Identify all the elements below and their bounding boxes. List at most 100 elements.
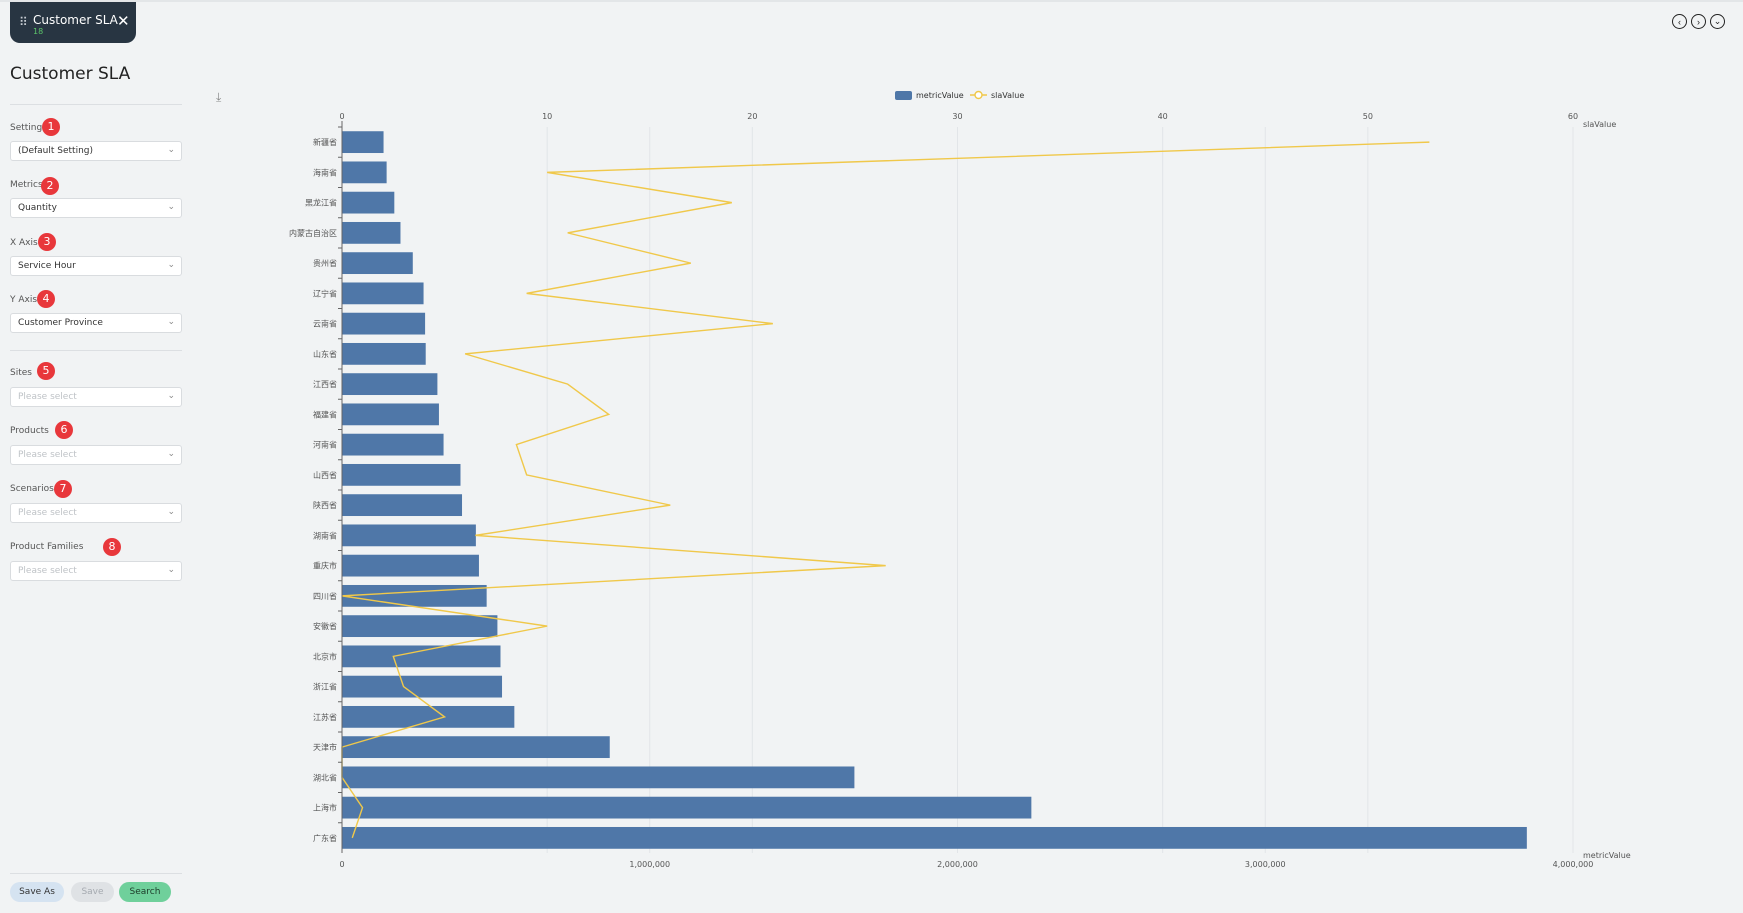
y-tick-label: 江苏省: [313, 712, 337, 722]
close-icon[interactable]: ✕: [117, 12, 130, 30]
drag-handle-icon[interactable]: ⠿: [19, 15, 28, 29]
x-top-tick-label: 0: [339, 112, 344, 121]
bar: [342, 584, 487, 607]
x-top-tick-label: 60: [1568, 112, 1578, 121]
legend-swatch-sla-marker: [974, 90, 983, 100]
bar: [342, 705, 515, 728]
x-bottom-tick-label: 1,000,000: [629, 860, 670, 869]
bar: [342, 736, 610, 759]
bar: [342, 615, 498, 638]
save-as-button[interactable]: Save As: [10, 882, 64, 902]
bar: [342, 766, 855, 789]
legend-swatch-metric: [895, 91, 912, 100]
tab-subtitle: 18: [33, 27, 44, 36]
bar: [342, 826, 1527, 849]
y-tick-label: 天津市: [313, 742, 337, 752]
metrics-select[interactable]: Quantity ⌄: [10, 198, 182, 218]
sites-select[interactable]: Please select ⌄: [10, 387, 182, 407]
step-badge-2: 2: [41, 177, 59, 195]
bar: [342, 554, 479, 577]
x-top-tick-label: 20: [747, 112, 757, 121]
y-tick-label: 云南省: [313, 319, 337, 329]
search-button[interactable]: Search: [119, 882, 171, 902]
chevron-down-icon: ⌄: [167, 507, 175, 517]
sla-line-path: [341, 141, 1430, 839]
x-axis-label: X Axis: [10, 238, 38, 248]
product-families-select[interactable]: Please select ⌄: [10, 561, 182, 581]
metrics-label: Metrics: [10, 180, 43, 190]
sites-placeholder: Please select: [18, 392, 77, 402]
x-bottom-axis-name: metricValue: [1583, 851, 1631, 860]
bar: [342, 191, 395, 214]
divider: [10, 104, 182, 105]
bar: [342, 524, 476, 547]
chevron-down-icon: ⌄: [167, 260, 175, 270]
next-icon[interactable]: ›: [1691, 14, 1706, 29]
bar: [342, 161, 387, 184]
divider: [10, 873, 182, 874]
y-axis-select[interactable]: Customer Province ⌄: [10, 313, 182, 333]
bar: [342, 221, 401, 244]
products-placeholder: Please select: [18, 450, 77, 460]
legend-label-sla: slaValue: [991, 91, 1024, 100]
prev-icon[interactable]: ‹: [1672, 14, 1687, 29]
products-select[interactable]: Please select ⌄: [10, 445, 182, 465]
x-bottom-tick-label: 3,000,000: [1245, 860, 1286, 869]
top-border: [0, 0, 1743, 2]
y-tick-label: 浙江省: [313, 682, 337, 692]
y-tick-label: 新疆省: [313, 137, 337, 147]
chevron-down-icon[interactable]: ⌄: [1710, 14, 1725, 29]
bar: [342, 796, 1032, 819]
x-bottom-tick-label: 0: [339, 860, 344, 869]
step-badge-8: 8: [103, 538, 121, 556]
legend-label-metric: metricValue: [916, 91, 964, 100]
bar: [342, 312, 426, 335]
bar: [342, 675, 503, 698]
x-top-tick-label: 40: [1158, 112, 1168, 121]
bar: [342, 131, 384, 154]
scenarios-select[interactable]: Please select ⌄: [10, 503, 182, 523]
y-tick-label: 海南省: [313, 167, 337, 177]
y-axis-value: Customer Province: [18, 318, 103, 328]
y-tick-label: 安徽省: [313, 621, 337, 631]
sites-label: Sites: [10, 368, 32, 378]
y-tick-label: 广东省: [313, 833, 337, 843]
scenarios-placeholder: Please select: [18, 508, 77, 518]
y-tick-label: 内蒙古自治区: [289, 228, 337, 238]
y-tick-label: 辽宁省: [313, 288, 337, 298]
y-axis-label: Y Axis: [10, 295, 38, 305]
step-badge-6: 6: [55, 421, 73, 439]
y-tick-label: 贵州省: [313, 258, 337, 268]
x-top-tick-label: 10: [542, 112, 552, 121]
y-tick-label: 山东省: [313, 349, 337, 359]
save-button[interactable]: Save: [71, 882, 114, 902]
x-top-tick-label: 50: [1363, 112, 1373, 121]
setting-value: (Default Setting): [18, 146, 93, 156]
download-icon[interactable]: ⤓: [216, 90, 222, 104]
y-tick-label: 北京市: [313, 651, 337, 661]
axes: 新疆省海南省黑龙江省内蒙古自治区贵州省辽宁省云南省山东省江西省福建省河南省山西省…: [289, 112, 1631, 869]
step-badge-5: 5: [37, 362, 55, 380]
product-families-label: Product Families: [10, 542, 84, 552]
x-axis-value: Service Hour: [18, 261, 76, 271]
chevron-down-icon: ⌄: [167, 391, 175, 401]
chevron-down-icon: ⌄: [167, 202, 175, 212]
products-label: Products: [10, 426, 49, 436]
tab-title: Customer SLA: [33, 13, 118, 27]
y-tick-label: 河南省: [313, 440, 337, 450]
chart-legend[interactable]: metricValue slaValue: [895, 90, 1024, 100]
step-badge-1: 1: [42, 118, 60, 136]
divider: [10, 350, 182, 351]
x-axis-select[interactable]: Service Hour ⌄: [10, 256, 182, 276]
scenarios-label: Scenarios: [10, 484, 54, 494]
tab-customer-sla[interactable]: ⠿ Customer SLA 18 ✕: [10, 2, 136, 43]
bar: [342, 252, 413, 275]
bars: [342, 131, 1527, 849]
x-top-axis-name: slaValue: [1583, 120, 1616, 129]
page-title: Customer SLA: [10, 64, 131, 84]
nav-buttons: ‹ › ⌄: [1672, 14, 1725, 29]
step-badge-7: 7: [54, 480, 72, 498]
chevron-down-icon: ⌄: [167, 317, 175, 327]
bar: [342, 282, 424, 305]
setting-select[interactable]: (Default Setting) ⌄: [10, 141, 182, 161]
